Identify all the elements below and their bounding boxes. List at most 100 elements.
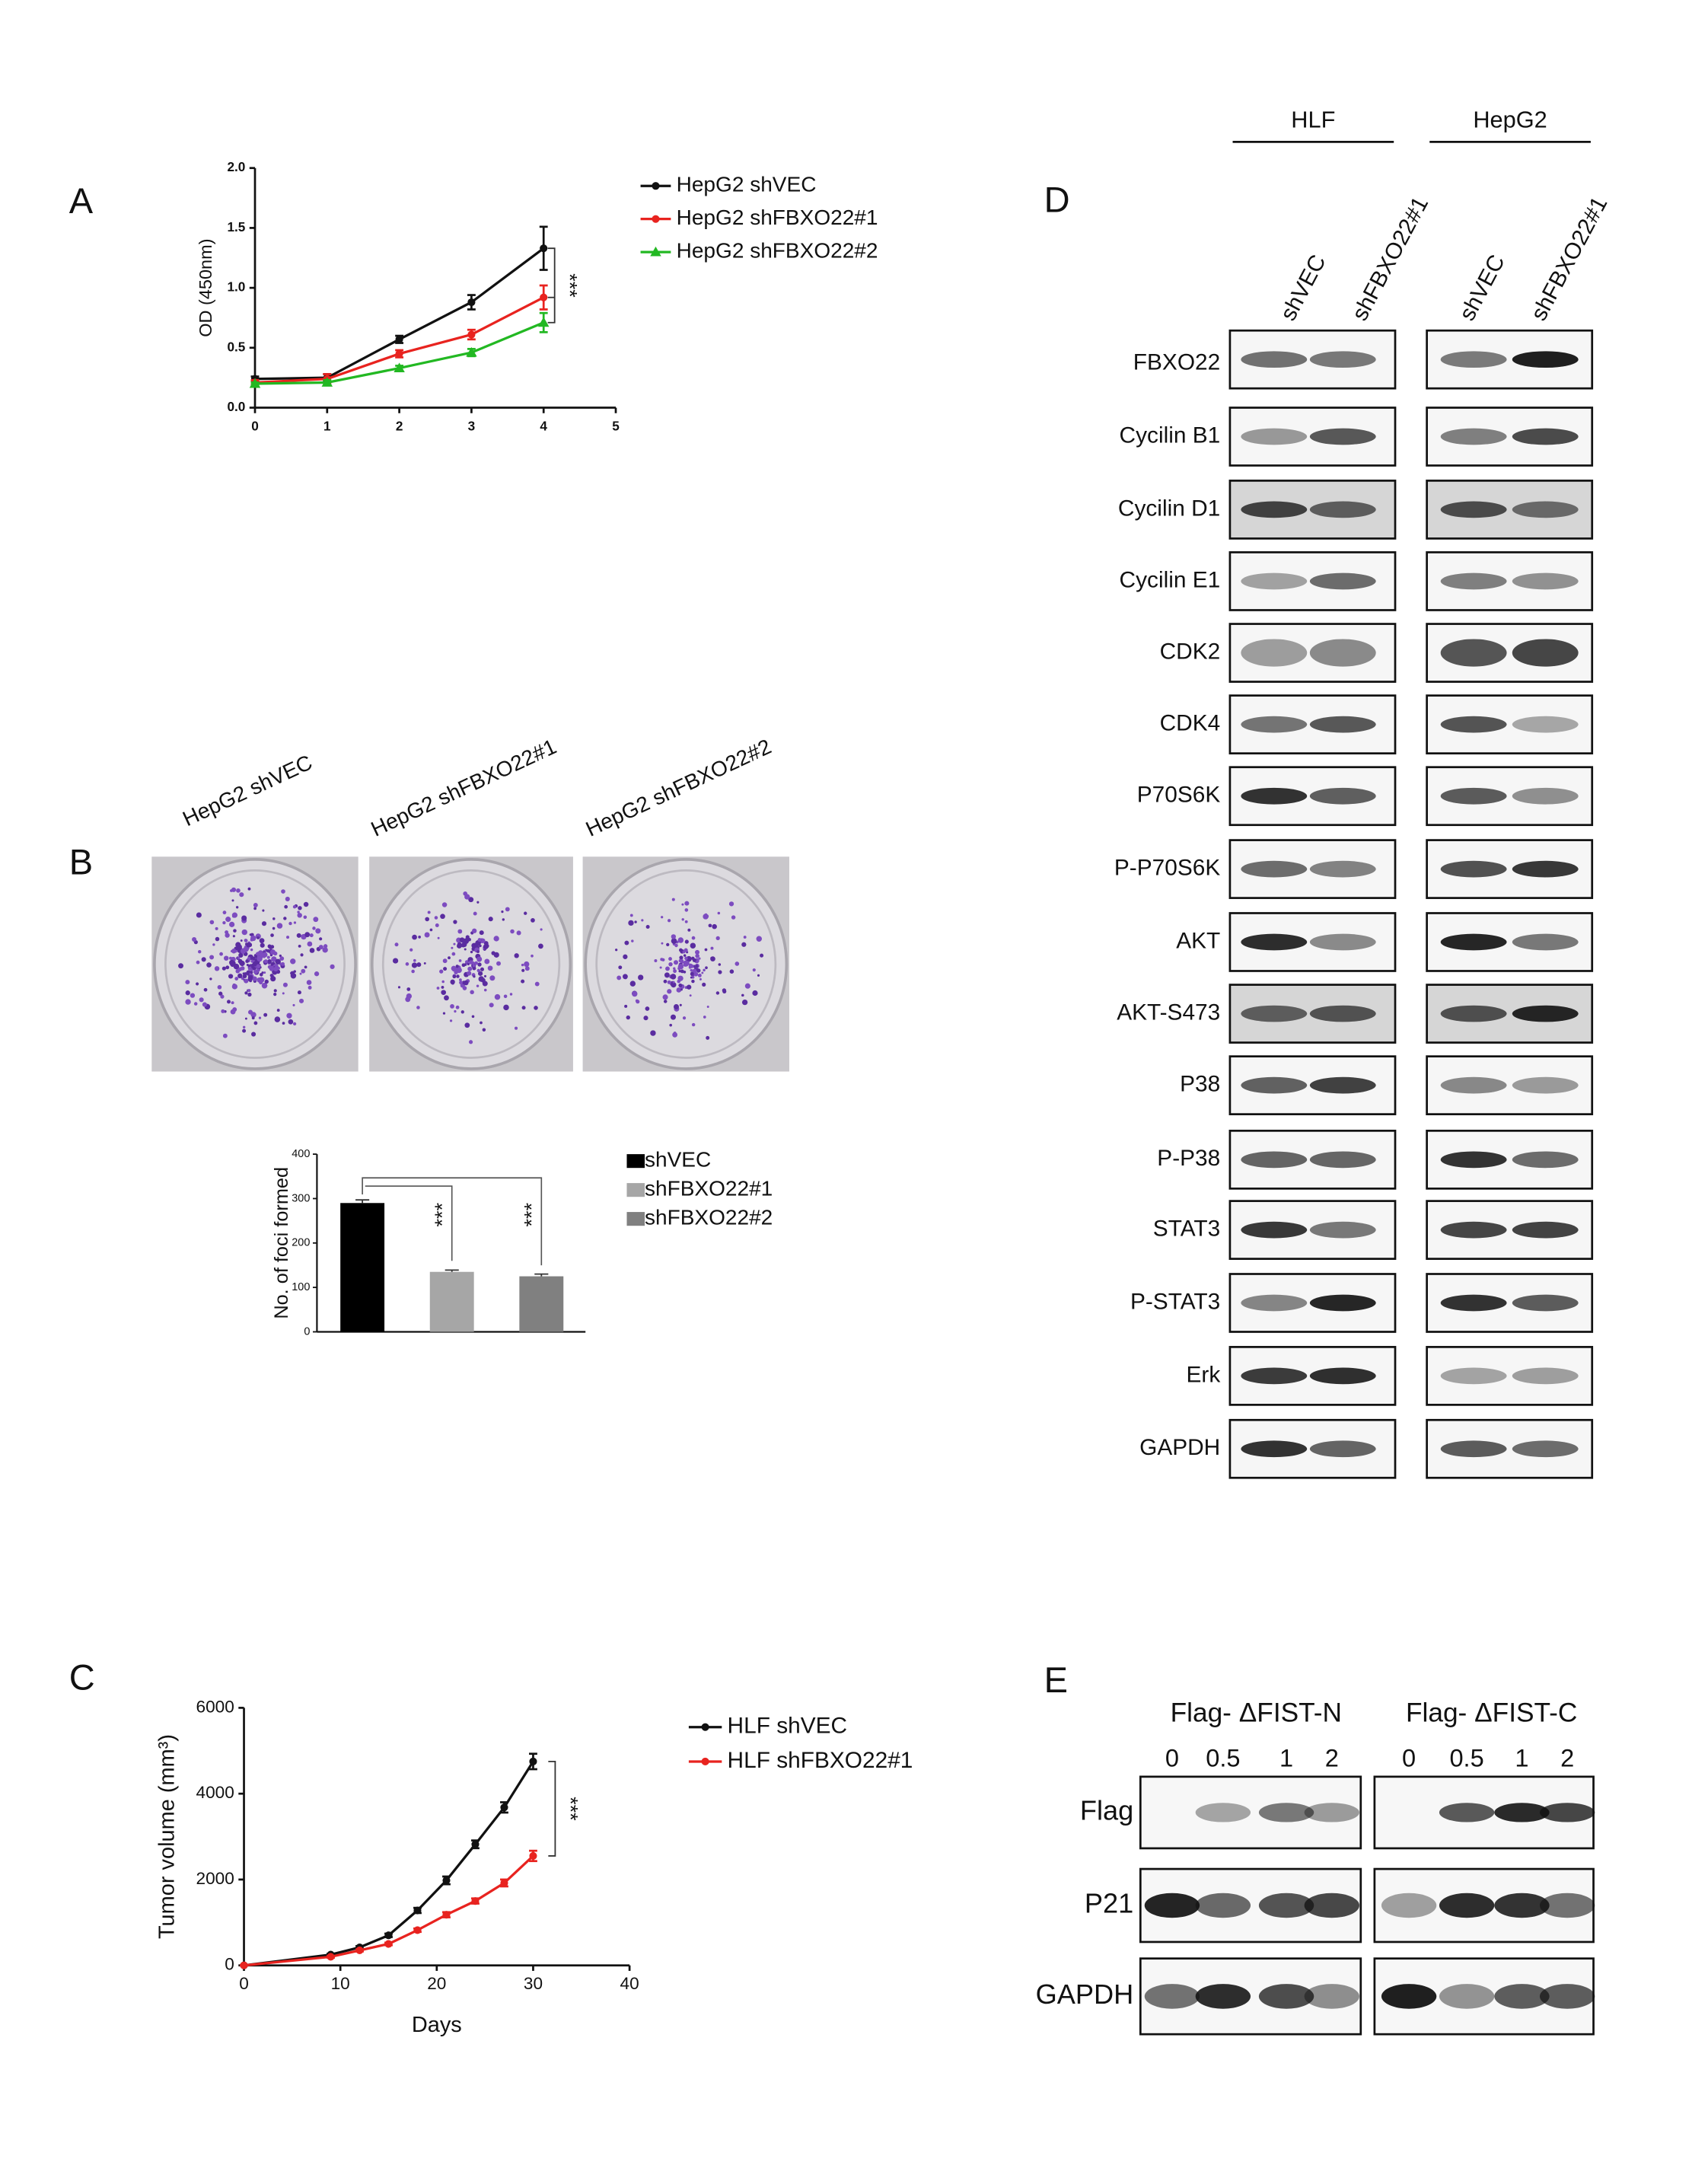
- dose-label: 1: [1515, 1745, 1528, 1772]
- colony: [288, 1019, 294, 1025]
- blot-box: [1228, 329, 1397, 390]
- colony: [643, 1016, 648, 1021]
- band: [1512, 1367, 1579, 1385]
- colony: [744, 983, 750, 989]
- colony: [632, 991, 638, 997]
- colony: [476, 901, 480, 904]
- band: [1440, 1005, 1507, 1022]
- colony: [665, 966, 670, 971]
- colony: [272, 917, 276, 920]
- colony: [677, 964, 684, 970]
- colony: [695, 964, 699, 968]
- colony: [663, 1000, 668, 1003]
- colony: [416, 962, 422, 968]
- colony: [443, 967, 448, 971]
- colony: [668, 961, 673, 967]
- colony: [203, 987, 208, 992]
- colony: [251, 1032, 257, 1037]
- band: [1309, 1440, 1376, 1458]
- band: [1440, 860, 1507, 878]
- colony: [274, 1016, 281, 1022]
- colony: [307, 941, 313, 947]
- lane-label: shFBXO22#1: [1347, 193, 1433, 325]
- colony: [668, 957, 672, 961]
- y-tick-label: 200: [292, 1237, 310, 1249]
- y-tick-label: 0.0: [227, 399, 245, 414]
- colony: [427, 910, 431, 914]
- colony: [697, 973, 702, 977]
- colony: [252, 966, 257, 971]
- significance-bracket: [362, 1177, 543, 1266]
- colony: [626, 1015, 630, 1020]
- colony: [478, 976, 484, 982]
- colony: [273, 966, 279, 972]
- colony: [456, 974, 460, 978]
- legend-marker: [701, 1757, 709, 1766]
- band: [1258, 1803, 1314, 1822]
- panel-label: D: [1044, 179, 1070, 219]
- colony: [257, 955, 263, 962]
- legend-marker: [652, 182, 660, 190]
- row-label: Cycilin E1: [1120, 567, 1221, 592]
- band: [1241, 1294, 1308, 1312]
- series-line: [244, 1854, 534, 1967]
- colony: [267, 965, 272, 969]
- colony: [236, 888, 241, 893]
- colony: [629, 981, 636, 987]
- colony: [221, 1009, 225, 1013]
- band: [1258, 1984, 1314, 2009]
- dose-label: 2: [1325, 1745, 1339, 1772]
- band: [1309, 1221, 1376, 1239]
- row-label: P70S6K: [1137, 783, 1221, 808]
- colony: [464, 894, 470, 900]
- colony: [451, 966, 457, 972]
- lane-label: shFBXO22#1: [1526, 193, 1612, 325]
- y-axis-label: Tumor volume (mm³): [155, 1734, 180, 1939]
- colony: [638, 974, 644, 981]
- colony: [330, 964, 335, 969]
- band: [1258, 1893, 1314, 1918]
- colony: [304, 965, 308, 969]
- colony: [247, 989, 251, 993]
- colony: [318, 945, 323, 950]
- colony: [448, 956, 451, 960]
- colony: [460, 1010, 464, 1014]
- band: [1309, 501, 1376, 518]
- lane-label: shVEC: [1455, 250, 1510, 325]
- colony: [678, 983, 683, 987]
- x-tick-label: 2: [396, 418, 403, 433]
- colony: [218, 991, 223, 996]
- colony: [309, 948, 315, 953]
- colony: [241, 915, 247, 921]
- colony: [735, 961, 740, 966]
- colony: [231, 899, 234, 902]
- series-line: [254, 247, 545, 381]
- colony: [268, 945, 272, 949]
- colony: [488, 917, 493, 922]
- colony: [308, 985, 312, 990]
- colony: [185, 980, 190, 985]
- marker: [413, 1926, 422, 1934]
- marker: [467, 330, 476, 339]
- colony: [501, 910, 504, 914]
- colony: [423, 961, 426, 965]
- marker: [395, 335, 403, 343]
- band: [1440, 351, 1507, 368]
- colony: [225, 965, 230, 970]
- band: [1440, 1151, 1507, 1169]
- marker: [467, 298, 476, 307]
- colony: [246, 972, 250, 976]
- legend-label: HLF shVEC: [728, 1714, 848, 1739]
- colony: [690, 943, 696, 949]
- row-label: P-P38: [1157, 1146, 1220, 1171]
- colony: [437, 936, 440, 939]
- dose-label: 0: [1402, 1745, 1416, 1772]
- colony: [671, 898, 675, 901]
- colony: [247, 887, 251, 891]
- colony: [464, 963, 467, 966]
- colony: [293, 921, 297, 924]
- band: [1309, 787, 1376, 805]
- colony: [701, 971, 704, 974]
- band: [1309, 933, 1376, 951]
- colony: [246, 942, 251, 948]
